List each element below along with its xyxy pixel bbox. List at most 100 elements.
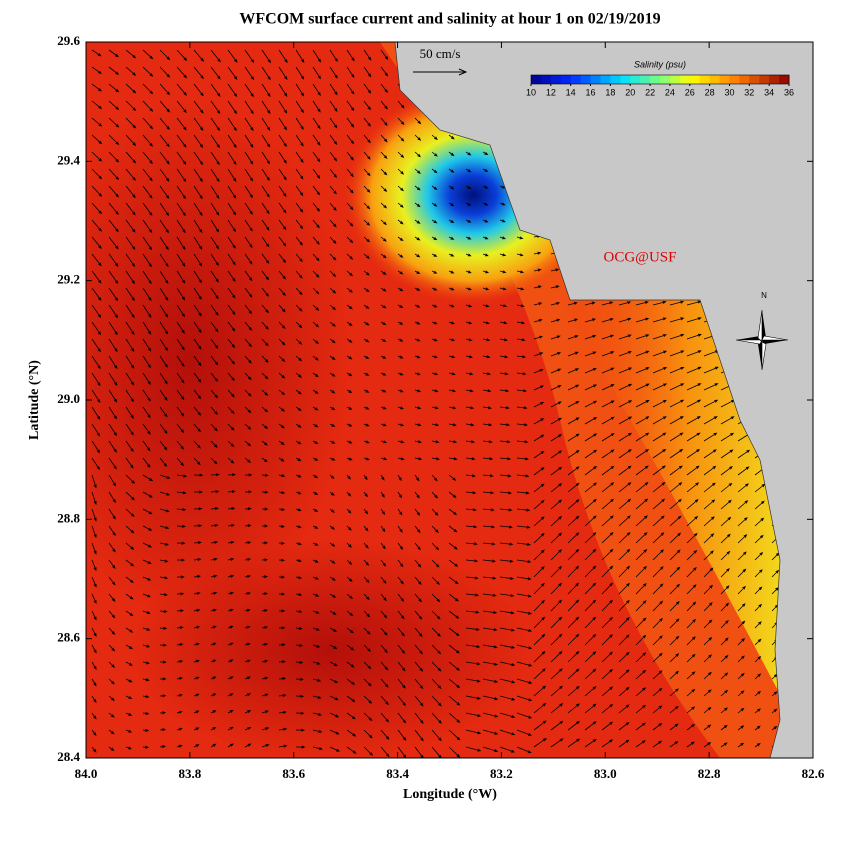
vector: [244, 321, 253, 331]
vector: [295, 508, 302, 512]
vector: [329, 83, 338, 96]
vector: [380, 746, 390, 758]
vector: [397, 185, 404, 192]
vector: [227, 524, 235, 528]
vector: [363, 627, 371, 635]
vector: [295, 253, 303, 263]
vector: [448, 134, 455, 140]
vector: [533, 467, 545, 476]
vector: [567, 532, 580, 544]
vector: [516, 372, 527, 376]
vector: [176, 609, 185, 613]
vector: [261, 253, 270, 264]
vector: [737, 655, 745, 663]
vector: [244, 270, 253, 282]
vector: [312, 168, 321, 179]
vector: [176, 592, 185, 596]
vector: [210, 219, 220, 233]
vector: [380, 389, 387, 393]
vector: [295, 660, 304, 664]
vector: [142, 151, 153, 165]
vector: [278, 406, 285, 412]
vector: [737, 603, 746, 612]
vector: [193, 270, 202, 284]
vector: [448, 151, 455, 157]
scale-arrow-head: [458, 68, 468, 76]
vector: [193, 625, 201, 629]
vector: [108, 117, 120, 128]
vector: [91, 117, 103, 127]
vector: [363, 440, 370, 444]
vector: [533, 434, 545, 442]
vector: [703, 619, 713, 629]
vector: [567, 351, 579, 357]
y-tick-label: 29.6: [57, 33, 80, 48]
vector: [278, 151, 287, 164]
vector: [482, 372, 492, 376]
vector: [125, 610, 134, 617]
vector: [635, 582, 647, 595]
vector: [329, 389, 336, 394]
vector: [533, 737, 547, 748]
vector: [465, 474, 476, 478]
vector: [193, 372, 202, 383]
vector: [397, 457, 405, 461]
vector: [346, 389, 353, 393]
vector: [380, 253, 387, 259]
vector: [91, 440, 101, 454]
vector: [516, 644, 533, 650]
vector: [91, 695, 97, 703]
vector: [125, 593, 134, 600]
vector: [618, 565, 631, 578]
vector: [669, 515, 682, 527]
vector: [363, 729, 373, 739]
vector: [482, 627, 498, 632]
vector: [584, 465, 598, 476]
vector: [567, 301, 578, 306]
vector: [176, 508, 187, 512]
vector: [244, 287, 253, 298]
vector: [397, 610, 405, 620]
vector: [363, 542, 369, 549]
vector: [601, 515, 614, 527]
vector: [91, 457, 100, 471]
vector: [312, 729, 323, 733]
vector: [499, 338, 508, 342]
vector: [635, 399, 650, 408]
vector: [618, 301, 632, 306]
vector: [278, 253, 287, 264]
vector: [397, 168, 405, 175]
vector: [754, 656, 762, 663]
vector: [533, 302, 543, 306]
vector: [346, 678, 356, 685]
vector: [176, 168, 187, 183]
vector: [227, 372, 235, 382]
vector: [754, 569, 763, 578]
vector: [550, 720, 564, 731]
vector: [601, 651, 613, 663]
vector: [329, 695, 339, 701]
vector: [312, 253, 320, 262]
vector: [227, 710, 234, 714]
vector: [346, 49, 355, 62]
vector: [703, 689, 712, 697]
vector: [176, 440, 185, 450]
vector: [465, 508, 477, 512]
vector: [669, 549, 681, 561]
vector: [125, 406, 134, 419]
vector: [737, 672, 745, 680]
vector: [227, 406, 235, 415]
vector: [686, 741, 695, 748]
vector: [431, 423, 440, 427]
vector: [686, 482, 700, 493]
vector: [363, 457, 370, 461]
vector: [737, 725, 745, 731]
vector: [108, 542, 116, 553]
vector: [295, 677, 304, 681]
vector: [516, 525, 531, 529]
vector: [533, 685, 547, 697]
vector: [414, 627, 423, 638]
vector: [329, 236, 337, 244]
vector: [397, 644, 406, 655]
vector: [771, 708, 778, 714]
